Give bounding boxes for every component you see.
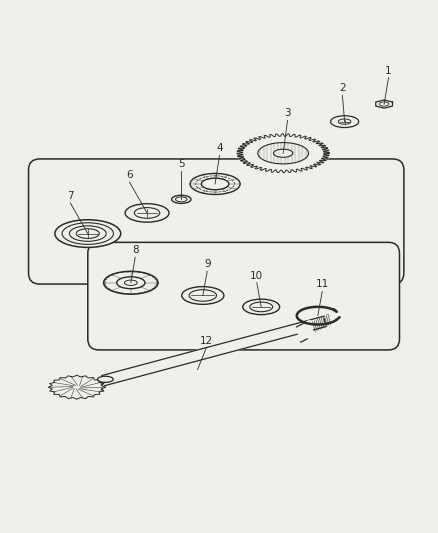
Text: 12: 12 xyxy=(199,335,212,345)
Text: 7: 7 xyxy=(67,191,74,200)
Ellipse shape xyxy=(378,102,388,106)
Text: 11: 11 xyxy=(315,279,328,289)
Ellipse shape xyxy=(171,195,191,204)
Ellipse shape xyxy=(195,176,234,192)
Ellipse shape xyxy=(201,178,228,190)
Ellipse shape xyxy=(190,173,240,195)
Polygon shape xyxy=(296,320,313,342)
Text: 3: 3 xyxy=(283,108,290,118)
Ellipse shape xyxy=(181,287,223,304)
Ellipse shape xyxy=(134,207,159,219)
Ellipse shape xyxy=(189,290,216,301)
Polygon shape xyxy=(375,100,392,108)
Text: 5: 5 xyxy=(177,159,184,168)
Ellipse shape xyxy=(55,220,120,247)
Ellipse shape xyxy=(97,376,113,382)
Text: 2: 2 xyxy=(338,83,345,93)
FancyBboxPatch shape xyxy=(28,159,403,284)
Text: 6: 6 xyxy=(126,170,133,180)
Ellipse shape xyxy=(125,204,169,222)
Polygon shape xyxy=(237,134,328,173)
FancyBboxPatch shape xyxy=(88,243,399,350)
Ellipse shape xyxy=(103,271,158,294)
Ellipse shape xyxy=(338,119,350,124)
Ellipse shape xyxy=(69,226,106,241)
Ellipse shape xyxy=(330,116,358,127)
Ellipse shape xyxy=(62,223,113,244)
Polygon shape xyxy=(102,316,325,386)
Text: 10: 10 xyxy=(250,271,263,280)
Ellipse shape xyxy=(124,280,137,285)
Ellipse shape xyxy=(117,277,145,289)
Text: 4: 4 xyxy=(215,143,223,154)
Polygon shape xyxy=(48,375,105,399)
Text: 9: 9 xyxy=(203,259,210,269)
Ellipse shape xyxy=(273,149,292,157)
Ellipse shape xyxy=(249,302,272,312)
Text: 1: 1 xyxy=(384,66,391,76)
Ellipse shape xyxy=(257,143,308,164)
Ellipse shape xyxy=(76,229,99,238)
Ellipse shape xyxy=(175,197,187,202)
Text: 8: 8 xyxy=(131,245,138,255)
Ellipse shape xyxy=(242,299,279,314)
